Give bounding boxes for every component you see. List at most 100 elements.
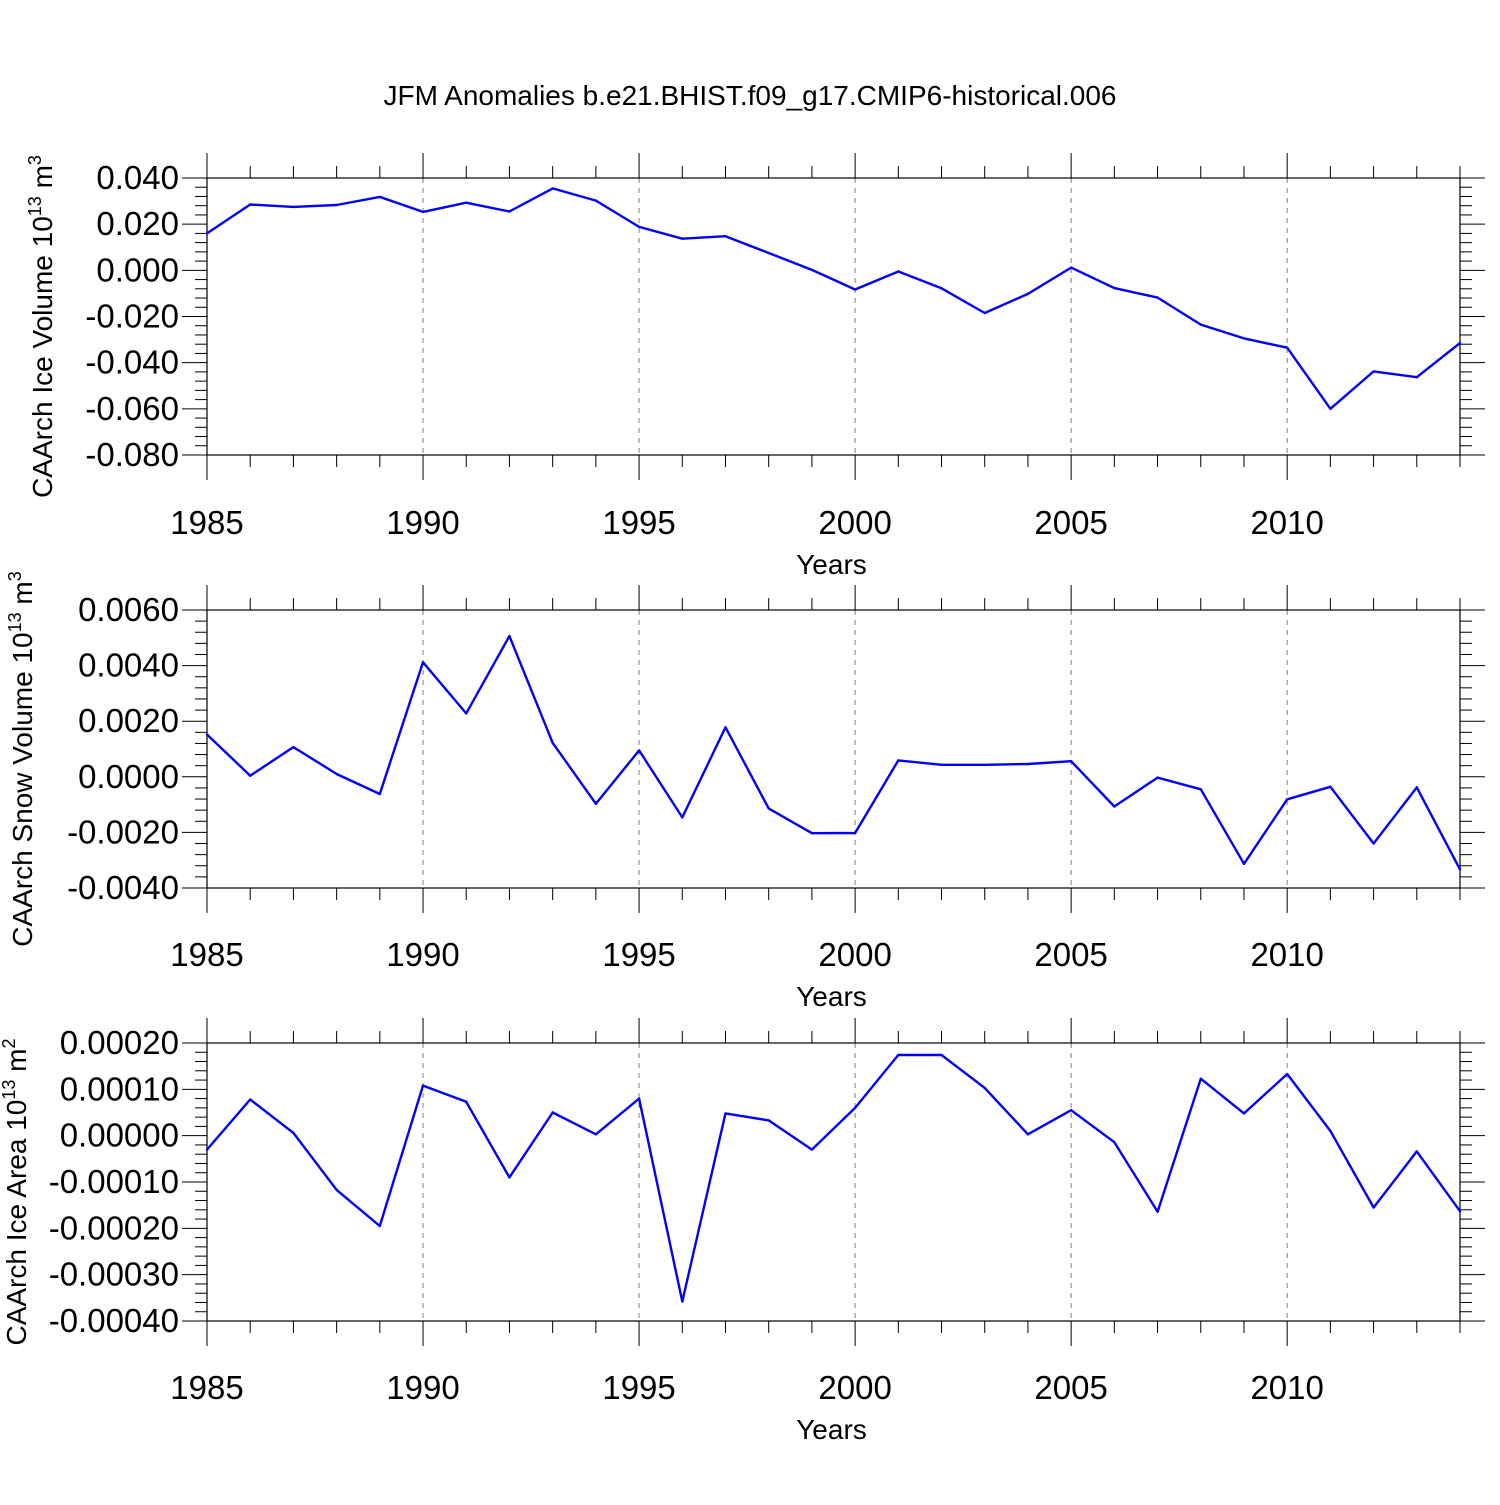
panel-1-data-point: [1242, 337, 1246, 340]
panel-3-x-tick-label: 2010: [1250, 1369, 1323, 1406]
panel-2-data-point: [1156, 776, 1159, 779]
panel-2-data-point: [1458, 868, 1462, 871]
panel-3-x-axis-title: Years: [796, 1414, 867, 1445]
panel-3-y-axis-title: CAArch Ice Area 1013 m2: [0, 1038, 32, 1345]
panel-2-data-point: [594, 802, 598, 805]
panel-1-data-point: [724, 234, 727, 238]
panel-2-x-tick-label: 2000: [818, 936, 891, 973]
panel-3-data-point: [681, 1300, 684, 1303]
panel-2-plot-frame: [206, 609, 1461, 889]
panel-1-x-tick-label: 2010: [1250, 504, 1323, 541]
panel-1-data-point: [465, 201, 468, 204]
panel-1-data-point: [335, 203, 338, 207]
panel-1-y-tick-label: 0.040: [96, 159, 179, 196]
panel-3-x-tick-label: 2005: [1034, 1369, 1107, 1406]
panel-1-y-tick-label: -0.040: [85, 344, 179, 381]
panel-1-y-tick-label: -0.080: [85, 436, 179, 473]
panel-3-y-tick-label: -0.00040: [49, 1302, 179, 1339]
panel-2-y-axis-title: CAArch Snow Volume 1013 m3: [5, 571, 38, 947]
panel-2-data-point: [810, 832, 814, 835]
panel-2-data-point: [1199, 788, 1202, 791]
panel-3-data-point: [378, 1224, 382, 1228]
panel-3-data-point: [983, 1086, 986, 1090]
panel-2-x-axis-title: Years: [796, 981, 867, 1012]
panel-2-data-point: [1113, 805, 1116, 808]
panel-3-y-tick-label: 0.00000: [60, 1117, 179, 1154]
panel-1-data-point: [1156, 296, 1159, 299]
panel-2-series-line: [206, 634, 1462, 870]
panel-2-data-point: [551, 741, 554, 745]
panel-1-data-point: [378, 195, 382, 199]
panel-3-data-point: [1069, 1108, 1073, 1112]
panel-2-y-tick-label: 0.0020: [78, 702, 179, 739]
panel-1-data-point: [767, 251, 770, 255]
panel-1-data-point: [292, 205, 295, 209]
panel-1-data-point: [637, 225, 641, 229]
panel-1-data-point: [1458, 341, 1462, 345]
panel-1-data-point: [421, 210, 425, 214]
panel-3-plot-frame: [206, 1042, 1461, 1322]
panel-3-data-point: [897, 1053, 900, 1057]
panel-1-x-tick-label: 1985: [170, 504, 243, 541]
panel-1-data-point: [551, 187, 554, 190]
panel-2-x-tick-label: 2005: [1034, 936, 1107, 973]
panel-1-data-point: [1285, 346, 1289, 349]
panel-2-x-tick-label: 1985: [170, 936, 243, 973]
panel-3-data-point: [1199, 1077, 1202, 1080]
panel-1-data-point: [1113, 286, 1116, 290]
panel-3-data-point: [637, 1097, 641, 1100]
panel-1-x-tick-label: 1990: [386, 504, 459, 541]
panel-2-data-point: [897, 759, 900, 762]
panel-3-data-point: [1242, 1112, 1246, 1115]
panel-3-data-point: [1285, 1072, 1289, 1076]
panel-2-data-point: [983, 763, 986, 767]
panel-2-data-point: [465, 712, 468, 715]
panel-3-data-point: [1372, 1206, 1375, 1209]
panel-2-data-point: [508, 634, 511, 638]
panel-3-x-tick-label: 1985: [170, 1369, 243, 1406]
panel-1-x-tick-label: 2000: [818, 504, 891, 541]
panel-3-y-tick-label: -0.00020: [49, 1209, 179, 1246]
panel-1-data-point: [1199, 323, 1202, 326]
panel-2-data-point: [205, 733, 209, 736]
panel-1-data-point: [897, 270, 900, 273]
panel-3-y-tick-label: 0.00020: [60, 1024, 179, 1061]
panel-3-data-point: [292, 1131, 295, 1135]
panel-3-data-point: [205, 1148, 209, 1151]
panel-1-data-point: [1069, 266, 1073, 269]
panel-2-data-point: [940, 763, 943, 767]
panel-2-y-tick-label: 0.0060: [78, 591, 179, 628]
panel-3-data-point: [1458, 1209, 1462, 1213]
panel-3-data-point: [853, 1106, 857, 1110]
panel-1-data-point: [810, 268, 814, 272]
panel-2-y-tick-label: -0.0040: [67, 869, 179, 906]
panel-3-data-point: [724, 1112, 727, 1115]
panel-3-y-tick-label: -0.00030: [49, 1256, 179, 1293]
panel-1-data-point: [1415, 376, 1418, 379]
panel-3-data-point: [940, 1053, 943, 1057]
panel-1-plot-frame: [206, 177, 1461, 456]
panel-2-data-point: [335, 772, 338, 776]
panel-3-data-point: [508, 1176, 511, 1179]
panel-1-data-point: [1329, 407, 1332, 411]
panel-3-data-point: [810, 1148, 814, 1151]
panel-3-data-point: [465, 1100, 468, 1104]
panel-1-data-point: [853, 288, 857, 291]
panel-2-data-point: [1415, 786, 1418, 789]
panel-3-data-point: [335, 1188, 338, 1192]
panel-3-data-point: [1026, 1133, 1030, 1136]
panel-2-data-point: [1285, 798, 1289, 801]
panel-1-x-tick-label: 1995: [602, 504, 675, 541]
panel-3-data-point: [1113, 1140, 1116, 1144]
panel-1-data-point: [205, 232, 209, 235]
panel-1-y-axis-title: CAArch Ice Volume 1013 m3: [25, 155, 58, 498]
panel-1-data-point: [983, 311, 986, 315]
panel-2-x-tick-label: 2010: [1250, 936, 1323, 973]
chart-title: JFM Anomalies b.e21.BHIST.f09_g17.CMIP6-…: [383, 80, 1116, 111]
panel-1-y-tick-label: -0.020: [85, 298, 179, 335]
panel-2-y-tick-label: 0.0000: [78, 758, 179, 795]
panel-3-y-tick-label: -0.00010: [49, 1163, 179, 1200]
panel-2-x-tick-label: 1995: [602, 936, 675, 973]
panel-3-data-point: [249, 1098, 252, 1101]
